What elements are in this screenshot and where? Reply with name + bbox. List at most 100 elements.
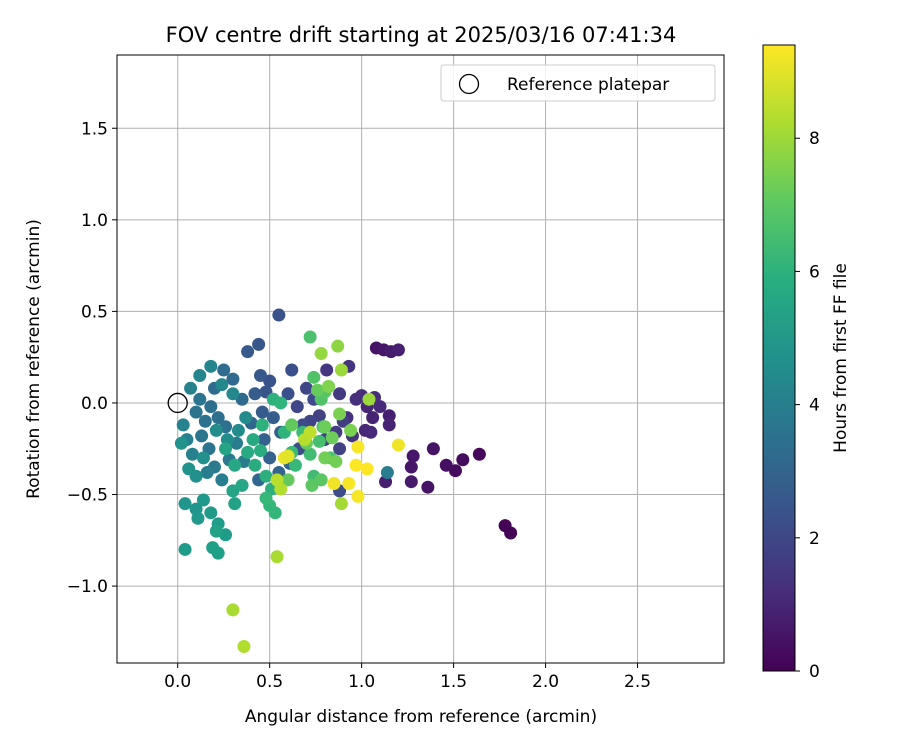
data-point (328, 477, 341, 490)
data-point (269, 506, 282, 519)
data-point (320, 363, 333, 376)
data-point (212, 547, 225, 560)
data-point (226, 373, 239, 386)
x-tick-label: 0.5 (256, 672, 283, 692)
data-point (199, 415, 212, 428)
data-point (315, 347, 328, 360)
y-tick-label: 0.5 (81, 302, 108, 322)
colorbar-label: Hours from first FF file (831, 263, 851, 453)
data-point (342, 477, 355, 490)
data-point (237, 640, 250, 653)
data-point (247, 433, 260, 446)
data-point (335, 363, 348, 376)
colorbar-tick-label: 8 (809, 129, 820, 149)
data-point (350, 459, 363, 472)
data-point (313, 435, 326, 448)
data-point (381, 466, 394, 479)
data-point (274, 396, 287, 409)
data-point (282, 450, 295, 463)
data-point (456, 453, 469, 466)
legend: Reference platepar (441, 65, 715, 101)
data-point (272, 309, 285, 322)
data-point (267, 411, 280, 424)
data-point (271, 473, 284, 486)
data-point (215, 378, 228, 391)
data-point (232, 424, 245, 437)
data-point (175, 437, 188, 450)
data-point (335, 497, 348, 510)
data-point (344, 424, 357, 437)
data-point (204, 506, 217, 519)
data-point (331, 340, 344, 353)
y-tick-label: −0.5 (67, 486, 108, 506)
data-point (254, 444, 267, 457)
data-point (285, 363, 298, 376)
data-point (236, 479, 249, 492)
data-point (366, 411, 379, 424)
data-point (300, 382, 313, 395)
data-point (259, 470, 272, 483)
chart-title: FOV centre drift starting at 2025/03/16 … (166, 23, 677, 47)
x-tick-label: 0.0 (164, 672, 191, 692)
data-point (318, 420, 331, 433)
data-point (193, 369, 206, 382)
data-point (333, 442, 346, 455)
data-point (473, 448, 486, 461)
data-point (259, 492, 272, 505)
data-point (304, 331, 317, 344)
data-point (248, 387, 261, 400)
data-point (191, 512, 204, 525)
data-point (333, 387, 346, 400)
data-point (307, 371, 320, 384)
data-point (326, 431, 339, 444)
scatter-chart: FOV centre drift starting at 2025/03/16 … (0, 0, 900, 750)
data-point (215, 473, 228, 486)
data-point (407, 450, 420, 463)
data-point (254, 369, 267, 382)
data-point (182, 462, 195, 475)
data-point (504, 526, 517, 539)
colorbar: 0 2 4 6 8 Hours from first FF file (763, 45, 851, 682)
data-point (364, 426, 377, 439)
data-point (322, 380, 335, 393)
x-axis-ticks: 0.0 0.5 1.0 1.5 2.0 2.5 (164, 663, 651, 692)
y-tick-label: −1.0 (67, 577, 108, 597)
data-point (193, 393, 206, 406)
colorbar-tick-label: 0 (809, 662, 820, 682)
data-point (256, 406, 269, 419)
data-point (195, 429, 208, 442)
data-point (184, 382, 197, 395)
data-point (186, 448, 199, 461)
data-point (361, 462, 374, 475)
data-points (175, 309, 517, 653)
plot-frame (117, 55, 724, 663)
data-point (252, 338, 265, 351)
data-point (226, 603, 239, 616)
data-point (318, 451, 331, 464)
data-point (329, 455, 342, 468)
x-tick-label: 2.0 (532, 672, 559, 692)
data-point (405, 475, 418, 488)
data-point (421, 481, 434, 494)
data-point (219, 442, 232, 455)
data-point (210, 424, 223, 437)
x-tick-label: 1.5 (440, 672, 467, 692)
colorbar-gradient (763, 45, 795, 671)
data-point (271, 550, 284, 563)
data-point (351, 490, 364, 503)
data-point (228, 459, 241, 472)
x-tick-label: 1.0 (348, 672, 375, 692)
data-point (177, 418, 190, 431)
data-point (228, 497, 241, 510)
data-point (392, 439, 405, 452)
data-point (362, 393, 375, 406)
data-point (210, 525, 223, 538)
data-point (241, 446, 254, 459)
data-point (350, 393, 363, 406)
data-point (392, 343, 405, 356)
data-point (291, 400, 304, 413)
data-point (179, 497, 192, 510)
colorbar-tick-label: 6 (809, 262, 820, 282)
colorbar-tick-label: 2 (809, 529, 820, 549)
data-point (304, 426, 317, 439)
